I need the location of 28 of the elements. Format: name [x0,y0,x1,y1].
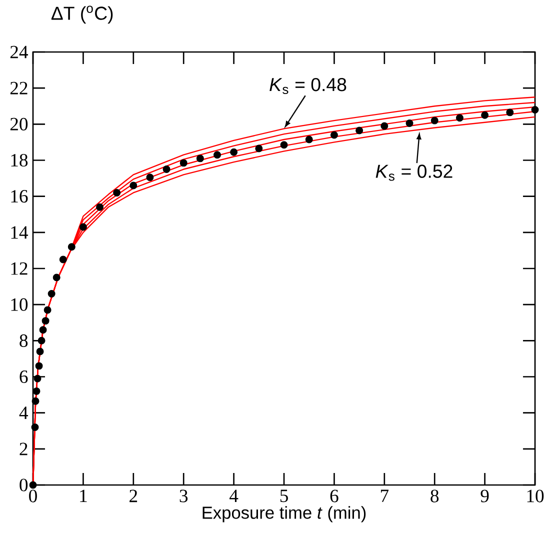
x-tick-label: 5 [280,490,288,502]
y-tick-label: 10 [11,298,28,311]
y-tick-label: 20 [10,118,28,130]
x-tick-label: 9 [480,490,489,502]
y-tick-label: 2 [20,442,28,456]
y-tick-label: 24 [10,46,28,58]
y-tick-label: 14 [11,226,28,239]
y-tick-label: 16 [11,190,28,203]
y-tick-label: 12 [11,262,28,275]
x-tick-label: 8 [430,490,439,502]
x-tick-label: 1 [80,490,87,502]
y-tick-label: 18 [11,154,28,167]
annotation: K$_{s}$ = 0.52 [376,164,452,181]
x-tick-label: 10 [527,490,544,502]
x-tick-label: 0 [29,490,37,502]
annotation: K$_{s}$ = 0.48 [270,78,346,94]
x-tick-label: 4 [229,490,238,502]
x-tick-label: 2 [130,490,138,502]
y-tick-label: 0 [20,478,28,492]
x-tick-label: 6 [330,490,338,502]
x-axis-title: Exposure time t (min) [202,506,366,522]
y-tick-label: 6 [20,370,28,384]
y-tick-label: 8 [20,334,28,347]
x-tick-label: 3 [180,490,188,502]
y-tick-label: 22 [10,82,28,94]
y-axis-title: ΔT ($^{o}$C) [51,6,113,24]
y-tick-label: 4 [19,406,28,419]
x-tick-label: 7 [380,490,389,502]
